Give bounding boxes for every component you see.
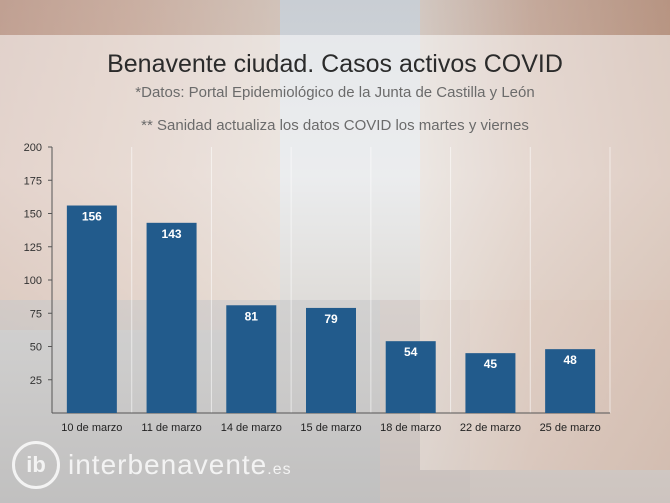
bar-value-label: 81 <box>245 309 259 323</box>
bar-value-label: 45 <box>484 357 498 371</box>
bar-value-label: 48 <box>563 353 577 367</box>
watermark-name: interbenavente <box>68 449 268 480</box>
chart-subtitle: *Datos: Portal Epidemiológico de la Junt… <box>135 84 535 101</box>
bar-value-label: 54 <box>404 345 418 359</box>
y-tick-label: 25 <box>30 375 42 387</box>
x-tick-label: 15 de marzo <box>300 422 361 434</box>
x-tick-label: 14 de marzo <box>221 422 282 434</box>
bar <box>146 222 197 413</box>
bar <box>306 307 356 413</box>
watermark-text: interbenavente.es <box>68 449 292 481</box>
bar <box>545 349 596 413</box>
chart-note: ** Sanidad actualiza los datos COVID los… <box>141 117 529 134</box>
x-tick-label: 18 de marzo <box>380 422 441 434</box>
x-tick-label: 11 de marzo <box>141 422 201 434</box>
y-tick-label: 50 <box>30 342 42 354</box>
y-tick-label: 100 <box>24 275 42 287</box>
x-tick-label: 10 de marzo <box>61 422 122 434</box>
x-tick-label: 22 de marzo <box>460 422 521 434</box>
bar-value-label: 143 <box>162 227 182 241</box>
watermark: ib interbenavente.es <box>12 440 292 490</box>
bar <box>385 341 436 413</box>
watermark-suffix: .es <box>267 461 292 478</box>
y-tick-label: 175 <box>24 175 42 187</box>
bar <box>66 205 117 413</box>
bar <box>226 305 277 413</box>
bar-value-label: 156 <box>82 210 102 224</box>
bar <box>465 353 516 413</box>
chart-title: Benavente ciudad. Casos activos COVID <box>107 50 563 78</box>
y-tick-label: 200 <box>24 142 42 154</box>
x-tick-label: 25 de marzo <box>540 422 601 434</box>
y-tick-label: 150 <box>24 209 42 221</box>
y-tick-label: 75 <box>30 308 42 320</box>
bar-value-label: 79 <box>324 312 338 326</box>
y-tick-label: 125 <box>24 242 42 254</box>
watermark-logo: ib <box>12 441 60 489</box>
